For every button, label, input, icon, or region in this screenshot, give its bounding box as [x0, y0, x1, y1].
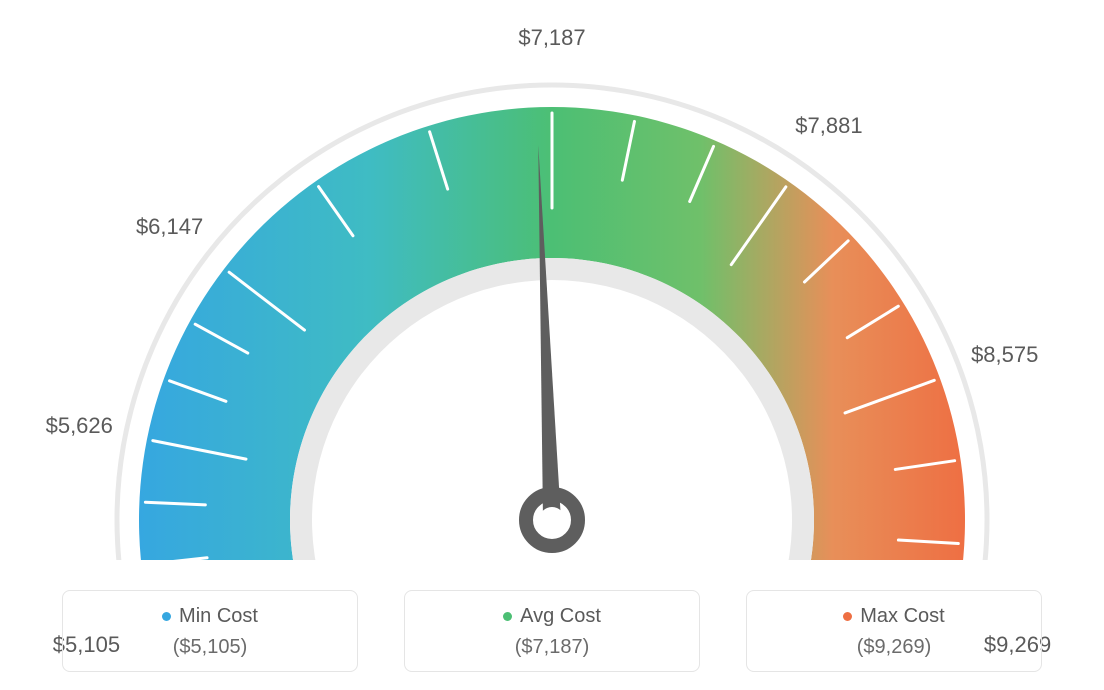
legend-title-avg: Avg Cost: [503, 605, 601, 628]
dot-icon: [162, 612, 171, 621]
gauge-svg: [0, 0, 1104, 560]
dot-icon: [503, 612, 512, 621]
gauge-tick-label: $6,147: [136, 214, 203, 240]
gauge-tick-label: $7,881: [795, 113, 862, 139]
legend-title-text: Min Cost: [179, 605, 258, 628]
legend-value-max: ($9,269): [757, 636, 1031, 659]
cost-gauge-chart: $5,105$5,626$6,147$7,187$7,881$8,575$9,2…: [0, 0, 1104, 560]
legend-title-text: Max Cost: [860, 605, 944, 628]
legend-value-min: ($5,105): [73, 636, 347, 659]
gauge-tick-label: $5,626: [46, 413, 113, 439]
legend-row: Min Cost ($5,105) Avg Cost ($7,187) Max …: [0, 590, 1104, 672]
legend-title-min: Min Cost: [162, 605, 258, 628]
legend-title-text: Avg Cost: [520, 605, 601, 628]
legend-card-min: Min Cost ($5,105): [62, 590, 358, 672]
gauge-tick-label: $7,187: [518, 25, 585, 51]
legend-title-max: Max Cost: [843, 605, 944, 628]
gauge-tick-label: $8,575: [971, 342, 1038, 368]
legend-card-max: Max Cost ($9,269): [746, 590, 1042, 672]
legend-value-avg: ($7,187): [415, 636, 689, 659]
legend-card-avg: Avg Cost ($7,187): [404, 590, 700, 672]
dot-icon: [843, 612, 852, 621]
